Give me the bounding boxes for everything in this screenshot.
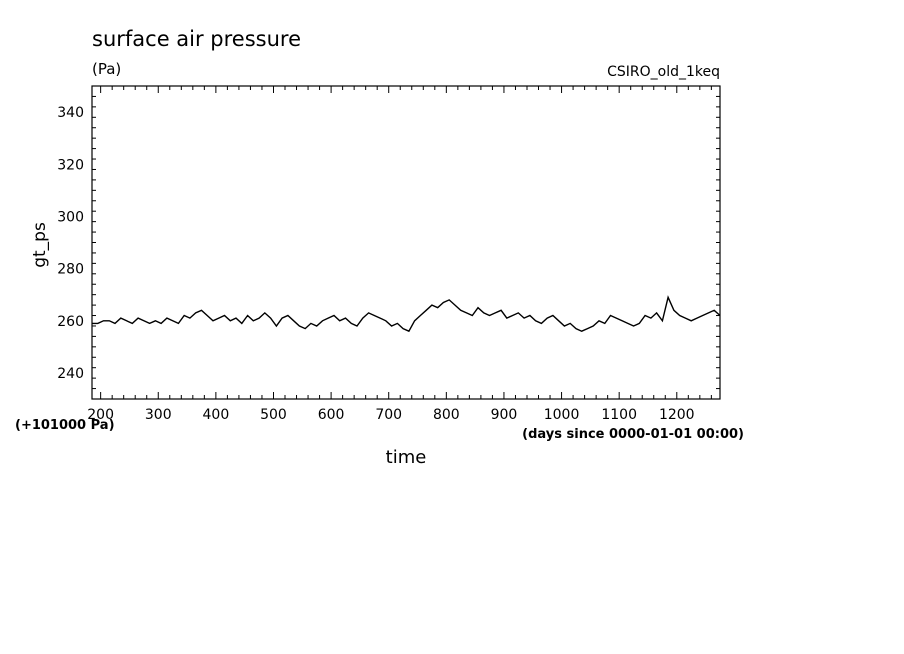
x-tick-label: 1200 bbox=[659, 407, 695, 423]
y-tick-label: 320 bbox=[57, 157, 84, 173]
x-tick-label: 700 bbox=[375, 407, 402, 423]
series-line bbox=[92, 295, 721, 333]
y-tick-label: 260 bbox=[57, 314, 84, 330]
axis-ticks bbox=[92, 85, 720, 400]
y-axis-label: gt_ps bbox=[30, 222, 50, 268]
x-units-note: (days since 0000-01-01 00:00) bbox=[522, 427, 744, 442]
x-tick-label: 1000 bbox=[544, 407, 580, 423]
x-tick-label: 600 bbox=[318, 407, 345, 423]
x-tick-label: 1100 bbox=[601, 407, 637, 423]
y-tick-label: 240 bbox=[57, 366, 84, 382]
x-tick-label: 500 bbox=[260, 407, 287, 423]
x-tick-label: 800 bbox=[433, 407, 460, 423]
plot-border bbox=[91, 85, 721, 400]
axis-tick-labels: 200 300 400 500 600 700 800 900 1000 1100 1200 240 2… bbox=[57, 105, 694, 423]
x-tick-label: 400 bbox=[203, 407, 230, 423]
x-tick-label: 200 bbox=[87, 407, 114, 423]
chart-units: (Pa) bbox=[92, 60, 121, 78]
x-tick-label: 300 bbox=[145, 407, 172, 423]
plot-frame bbox=[91, 85, 721, 400]
y-tick-label: 280 bbox=[57, 262, 84, 278]
x-axis-label: time bbox=[386, 447, 427, 468]
x-tick-label: 900 bbox=[491, 407, 518, 423]
chart-title: surface air pressure bbox=[92, 27, 301, 51]
y-tick-label: 300 bbox=[57, 209, 84, 225]
experiment-label: CSIRO_old_1keq bbox=[607, 64, 720, 80]
y-offset-note: (+101000 Pa) bbox=[15, 418, 115, 433]
series-layer bbox=[92, 295, 721, 333]
y-tick-label: 340 bbox=[57, 105, 84, 121]
